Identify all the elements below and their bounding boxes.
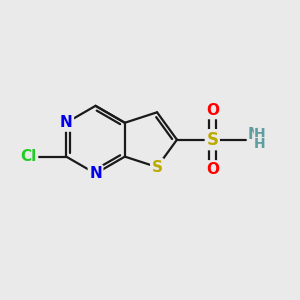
Text: N: N xyxy=(248,127,260,142)
Text: O: O xyxy=(206,103,219,118)
Text: Cl: Cl xyxy=(20,149,37,164)
Text: N: N xyxy=(89,166,102,181)
Text: H: H xyxy=(254,137,266,152)
Text: S: S xyxy=(152,160,163,175)
Text: S: S xyxy=(206,131,218,149)
Text: O: O xyxy=(206,162,219,177)
Text: N: N xyxy=(60,115,73,130)
Text: H: H xyxy=(254,128,266,141)
